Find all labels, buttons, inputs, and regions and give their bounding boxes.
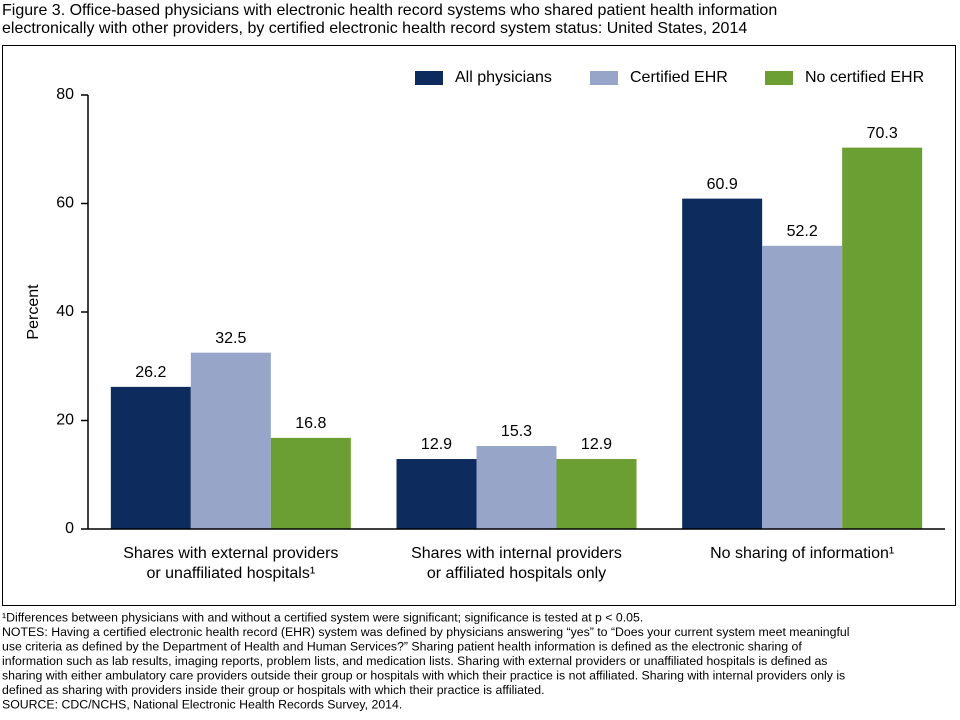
value-label: 52.2 [787,223,818,240]
footnote: ¹Differences between physicians with and… [2,610,643,624]
value-label: 70.3 [867,125,898,142]
bar [110,386,191,529]
y-tick-label: 0 [65,520,74,537]
bar [762,245,843,529]
legend-label: No certified EHR [805,69,924,86]
legend-swatch [415,71,443,85]
value-label: 12.9 [581,436,612,453]
x-tick-label: or unaffiliated hospitals¹ [146,565,315,582]
y-tick-label: 40 [56,303,74,320]
value-label: 26.2 [135,364,166,381]
y-tick-label: 60 [56,195,74,212]
value-label: 15.3 [501,423,532,440]
footnote: SOURCE: CDC/NCHS, National Electronic He… [2,697,402,711]
footnote: sharing with either ambulatory care prov… [2,668,845,682]
footnote: NOTES: Having a certified electronic hea… [2,625,849,639]
bar [842,147,923,529]
chart-frame [2,45,956,606]
value-label: 16.8 [295,415,326,432]
x-tick-label: Shares with external providers [123,545,338,562]
value-label: 12.9 [421,436,452,453]
y-tick-label: 80 [56,86,74,103]
x-tick-label: Shares with internal providers [411,545,622,562]
bar [396,459,477,529]
bar [476,445,557,529]
bar [190,352,271,529]
legend-swatch [590,71,618,85]
x-tick-label: No sharing of information¹ [710,545,894,562]
chart-title: electronically with other providers, by … [2,20,747,37]
chart-title: Figure 3. Office-based physicians with e… [2,2,777,19]
value-label: 32.5 [215,330,246,347]
legend-label: Certified EHR [630,69,728,86]
bar [556,459,637,529]
y-axis-label: Percent [25,284,42,340]
footnote: use criteria as defined by the Departmen… [2,639,802,653]
bar [682,198,763,529]
bar [270,437,351,529]
footnote: defined as sharing with providers inside… [2,683,544,697]
footnote: information such as lab results, imaging… [2,654,827,668]
legend-label: All physicians [455,69,552,86]
y-tick-label: 20 [56,412,74,429]
value-label: 60.9 [707,176,738,193]
x-tick-label: or affiliated hospitals only [427,565,606,582]
legend-swatch [765,71,793,85]
